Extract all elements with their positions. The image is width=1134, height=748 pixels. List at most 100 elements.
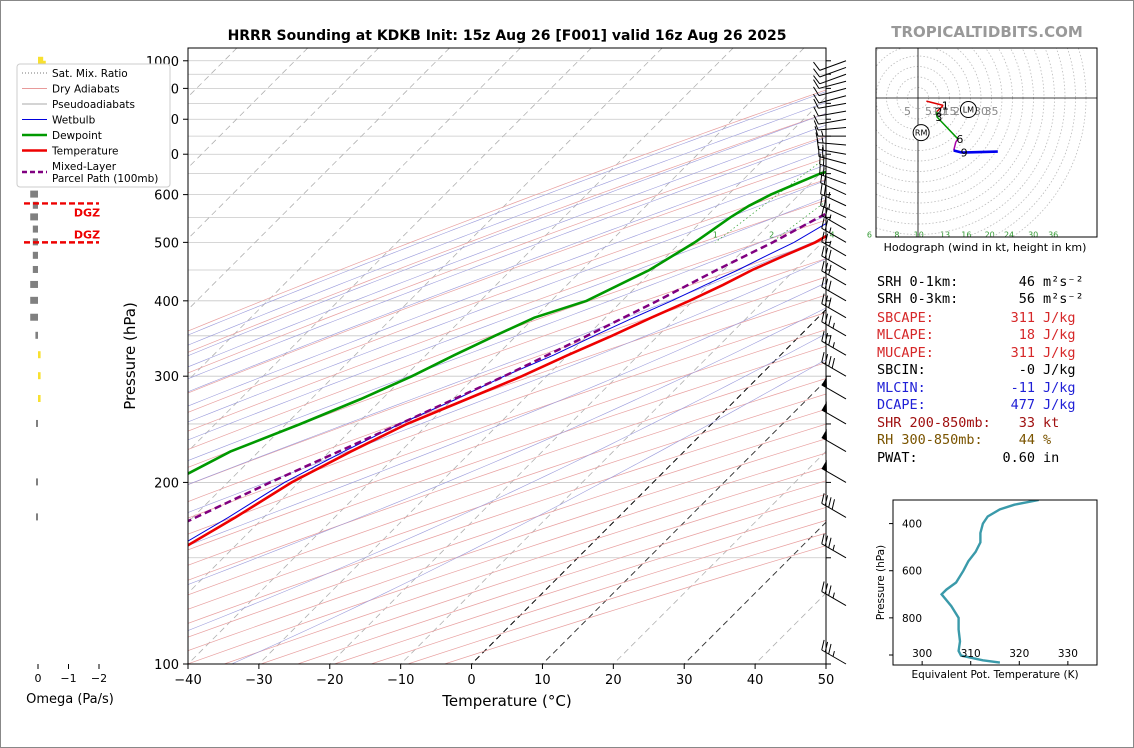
index-row: DCAPE: 477 J/kg: [877, 397, 1076, 413]
dry-adiabat: [188, 329, 826, 551]
index-value: 33: [1019, 415, 1035, 431]
barb-shaft: [821, 467, 847, 483]
barb-shaft: [818, 80, 847, 89]
rm-marker: [912, 124, 930, 142]
dry-adiabat: [188, 258, 826, 486]
x-tick-label: −10: [387, 673, 414, 688]
legend-label: Temperature: [51, 146, 119, 158]
y-tick-label: 500: [154, 236, 179, 251]
dry-adiabat: [188, 312, 826, 535]
barb-shaft: [821, 255, 847, 271]
wind-barb: [813, 93, 847, 104]
barb-flag: [828, 537, 832, 548]
dry-adiabat: [188, 199, 826, 432]
omega-bar: [30, 313, 38, 321]
index-value: 311: [1011, 345, 1035, 361]
wind-barb: [821, 493, 847, 518]
index-row: SRH 0-3km: 56 m²s⁻²: [877, 291, 1084, 307]
omega-bar: [36, 478, 38, 486]
rm-label: RM: [915, 129, 928, 138]
mixing-ratio-label: 30: [1028, 230, 1038, 239]
barb-half: [832, 322, 835, 329]
barb-half: [828, 203, 831, 210]
barb-flag: [813, 86, 820, 96]
theta-y-tick-label: 600: [902, 566, 922, 578]
wind-barb: [821, 260, 847, 286]
barb-flag: [821, 533, 825, 544]
index-unit: %: [1043, 432, 1051, 448]
index-value: -0: [1019, 362, 1035, 378]
index-row: RH 300-850mb: 44%: [877, 432, 1051, 448]
dgz-label-bottom: DGZ: [74, 206, 100, 219]
barb-flag: [824, 295, 829, 306]
mixing-ratio-line: [715, 157, 826, 243]
index-row: SBCAPE: 311 J/kg: [877, 310, 1076, 326]
barb-flag: [828, 643, 832, 655]
mixing-ratio-label: 24: [1004, 230, 1014, 239]
barb-flag: [821, 331, 825, 342]
x-axis-label: Temperature (°C): [441, 692, 571, 710]
barb-flag: [821, 205, 825, 216]
barb-half: [821, 130, 824, 137]
index-row: MUCAPE: 311 J/kg: [877, 345, 1076, 361]
mixing-ratio-label: 20: [985, 230, 995, 239]
index-unit: in: [1043, 450, 1059, 466]
hodograph-segment: [952, 141, 957, 151]
index-value: 56: [1019, 291, 1035, 307]
index-value: 18: [1019, 327, 1035, 343]
hodograph-trace: 123 69 LM RM: [912, 99, 998, 160]
barb-shaft: [821, 409, 847, 425]
x-tick-label: −20: [316, 673, 343, 688]
dry-adiabat: [188, 135, 826, 374]
barb-pennant: [821, 428, 827, 441]
index-label: PWAT:: [877, 450, 918, 466]
barb-shaft: [819, 66, 847, 78]
isotherm: [188, 48, 379, 240]
moist-adiabat: [231, 359, 826, 664]
hodograph-height-label: 1: [942, 99, 949, 112]
mixing-ratio-label: 1: [713, 230, 718, 239]
dry-adiabat: [188, 362, 826, 581]
moist-adiabat: [188, 333, 826, 631]
barb-flag: [831, 358, 835, 369]
wind-barb: [814, 126, 846, 137]
moist-adiabat: [188, 91, 826, 336]
theta-x-axis-label: Equivalent Pot. Temperature (K): [911, 669, 1078, 681]
wind-barb: [821, 428, 847, 452]
legend-label: Dewpoint: [52, 130, 102, 142]
wind-barbs: [813, 60, 847, 665]
hodograph-ring-label: 15: [943, 105, 957, 118]
barb-half: [832, 650, 835, 657]
x-tick-label: 10: [534, 673, 551, 688]
hodograph-rings: 55101520253035: [876, 48, 1097, 237]
barb-flag: [819, 153, 821, 165]
index-label: SHR 200-850mb:: [877, 415, 991, 431]
dgz-label-top: DGZ: [74, 228, 100, 241]
index-value: 44: [1019, 432, 1035, 448]
barb-half: [828, 192, 831, 198]
barb-shaft: [819, 73, 847, 85]
index-row: SRH 0-1km: 46 m²s⁻²: [877, 274, 1084, 290]
legend-label: Dry Adiabats: [52, 84, 120, 96]
omega-bar: [36, 419, 38, 427]
index-label: DCAPE:: [877, 397, 926, 413]
barb-flag: [813, 79, 820, 89]
barb-flag: [821, 311, 825, 322]
barb-flag: [821, 276, 825, 287]
hodograph-segment: [955, 138, 959, 143]
barb-flag: [813, 114, 819, 125]
wind-barb: [813, 120, 847, 131]
theta-e-frame: [892, 499, 1098, 666]
index-label: RH 300-850mb:: [877, 432, 983, 448]
omega-tick-label: −1: [60, 672, 76, 685]
barb-pennant: [821, 401, 827, 413]
hodograph-ring-label: 5: [904, 105, 911, 118]
legend-item: Wetbulb: [22, 115, 96, 127]
isotherm: [471, 308, 826, 664]
theta-e-line: [939, 500, 1039, 664]
index-unit: J/kg: [1043, 380, 1076, 396]
barb-flag: [828, 297, 832, 308]
hodograph-height-label: 2: [935, 106, 942, 119]
omega-bar: [38, 394, 41, 402]
index-unit: kt: [1043, 415, 1059, 431]
